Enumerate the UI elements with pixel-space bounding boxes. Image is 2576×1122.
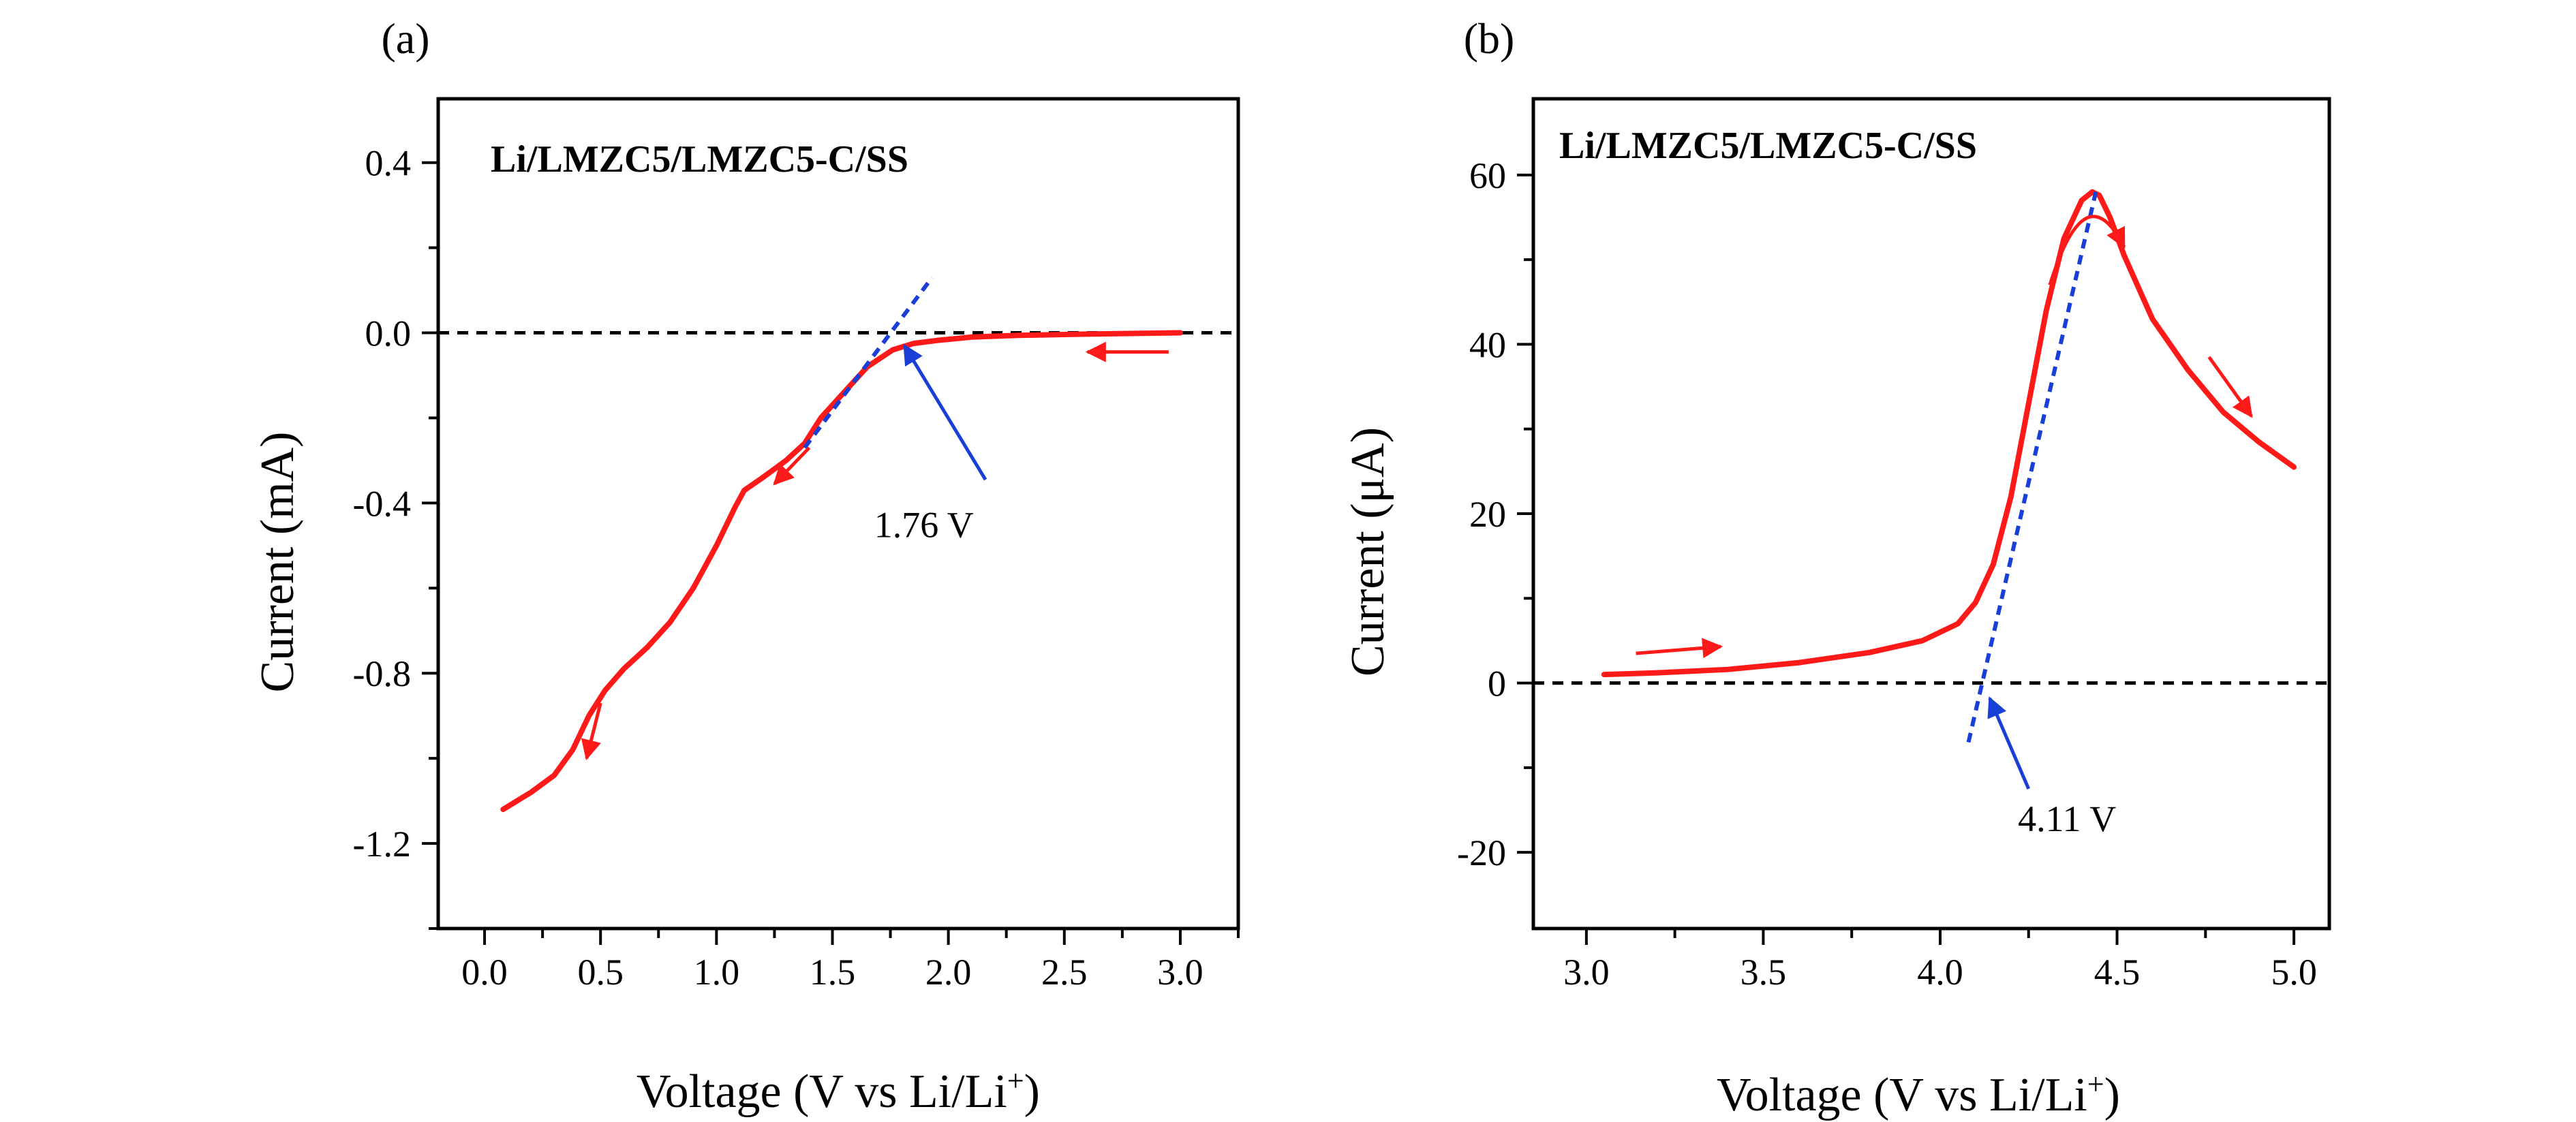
panel-b-ylabel: Current (μA) — [1342, 427, 1394, 676]
panel-b-xtick-label: 3.5 — [1741, 952, 1787, 993]
panel-b-annotation-label: 4.11 V — [2018, 798, 2116, 839]
panel-b-xtick-label: 5.0 — [2271, 952, 2317, 993]
panel-a-tangent-line — [803, 276, 934, 449]
panel-b-annotation-arrow — [1987, 696, 2031, 790]
panel-a-xtick-label: 2.0 — [925, 952, 972, 993]
panel-b-scan-arrow — [2048, 215, 2126, 286]
panel-a-annotation-label: 1.76 V — [874, 504, 974, 545]
panel-a-xtick-label: 0.0 — [461, 952, 508, 993]
panel-b-ytick-label: -20 — [1457, 832, 1506, 873]
panel-a-annotation-arrow — [902, 343, 987, 481]
panel-a-ytick-label: -1.2 — [353, 824, 411, 864]
panel-a-xtick-label: 1.5 — [810, 952, 856, 993]
panel-b-ytick-label: 0 — [1488, 664, 1506, 704]
panel-a-xtick-label: 3.0 — [1157, 952, 1203, 993]
panel-b-scan-arrow — [2207, 356, 2253, 418]
panel-a-ytick-label: -0.8 — [353, 653, 411, 694]
panel-b-series-line — [1601, 189, 2297, 678]
panel-b-ytick-label: 20 — [1469, 494, 1506, 535]
panel-a-title: Li/LMZC5/LMZC5-C/SS — [491, 138, 908, 181]
panel-b-xtick-label: 3.0 — [1563, 952, 1610, 993]
panel-b: (b) 3.0 3.5 4.0 4.5 5.0 60 40 20 0 -20 Li/LMZC5/L… — [1342, 14, 2331, 1121]
panel-a-frame — [436, 97, 1240, 931]
panel-a-xtick-label: 2.5 — [1041, 952, 1088, 993]
panel-b-xlabel: Voltage (V vs Li/Li+) — [1717, 1068, 2120, 1121]
panel-a-xlabel: Voltage (V vs Li/Li+) — [637, 1064, 1040, 1118]
panel-a-letter: (a) — [381, 14, 429, 63]
panel-a-ylabel: Current (mA) — [251, 432, 304, 693]
panel-a-ytick-label: 0.0 — [365, 313, 412, 354]
panel-a-series-line — [500, 330, 1183, 813]
panel-a: (a) 0.0 0.5 1.0 1.5 2.0 2.5 3.0 0.4 0.0 -0.4 -0.8 -… — [251, 14, 1240, 1118]
panel-b-xtick-label: 4.5 — [2094, 952, 2141, 993]
panel-a-plot: 0.0 0.5 1.0 1.5 2.0 2.5 3.0 0.4 0.0 -0.4 -0.8 -1.2 — [353, 97, 1240, 993]
panel-b-plot: 3.0 3.5 4.0 4.5 5.0 60 40 20 0 -20 — [1457, 97, 2331, 993]
panel-b-title: Li/LMZC5/LMZC5-C/SS — [1559, 125, 1977, 167]
panel-a-xtick-label: 0.5 — [577, 952, 624, 993]
panel-b-ytick-label: 60 — [1469, 155, 1506, 196]
panel-a-scan-arrow — [581, 702, 602, 761]
panel-a-xtick-label: 1.0 — [694, 952, 740, 993]
panel-b-scan-arrow — [1636, 638, 1723, 659]
panel-a-scan-arrow — [773, 446, 811, 486]
panel-b-letter: (b) — [1464, 14, 1515, 63]
panel-b-xtick-label: 4.0 — [1917, 952, 1963, 993]
panel-a-ytick-label: -0.4 — [353, 483, 411, 524]
panel-b-frame — [1531, 97, 2331, 931]
panel-b-tangent-line — [1966, 191, 2098, 743]
panel-b-ytick-label: 40 — [1469, 324, 1506, 365]
panel-a-ytick-label: 0.4 — [365, 143, 412, 184]
